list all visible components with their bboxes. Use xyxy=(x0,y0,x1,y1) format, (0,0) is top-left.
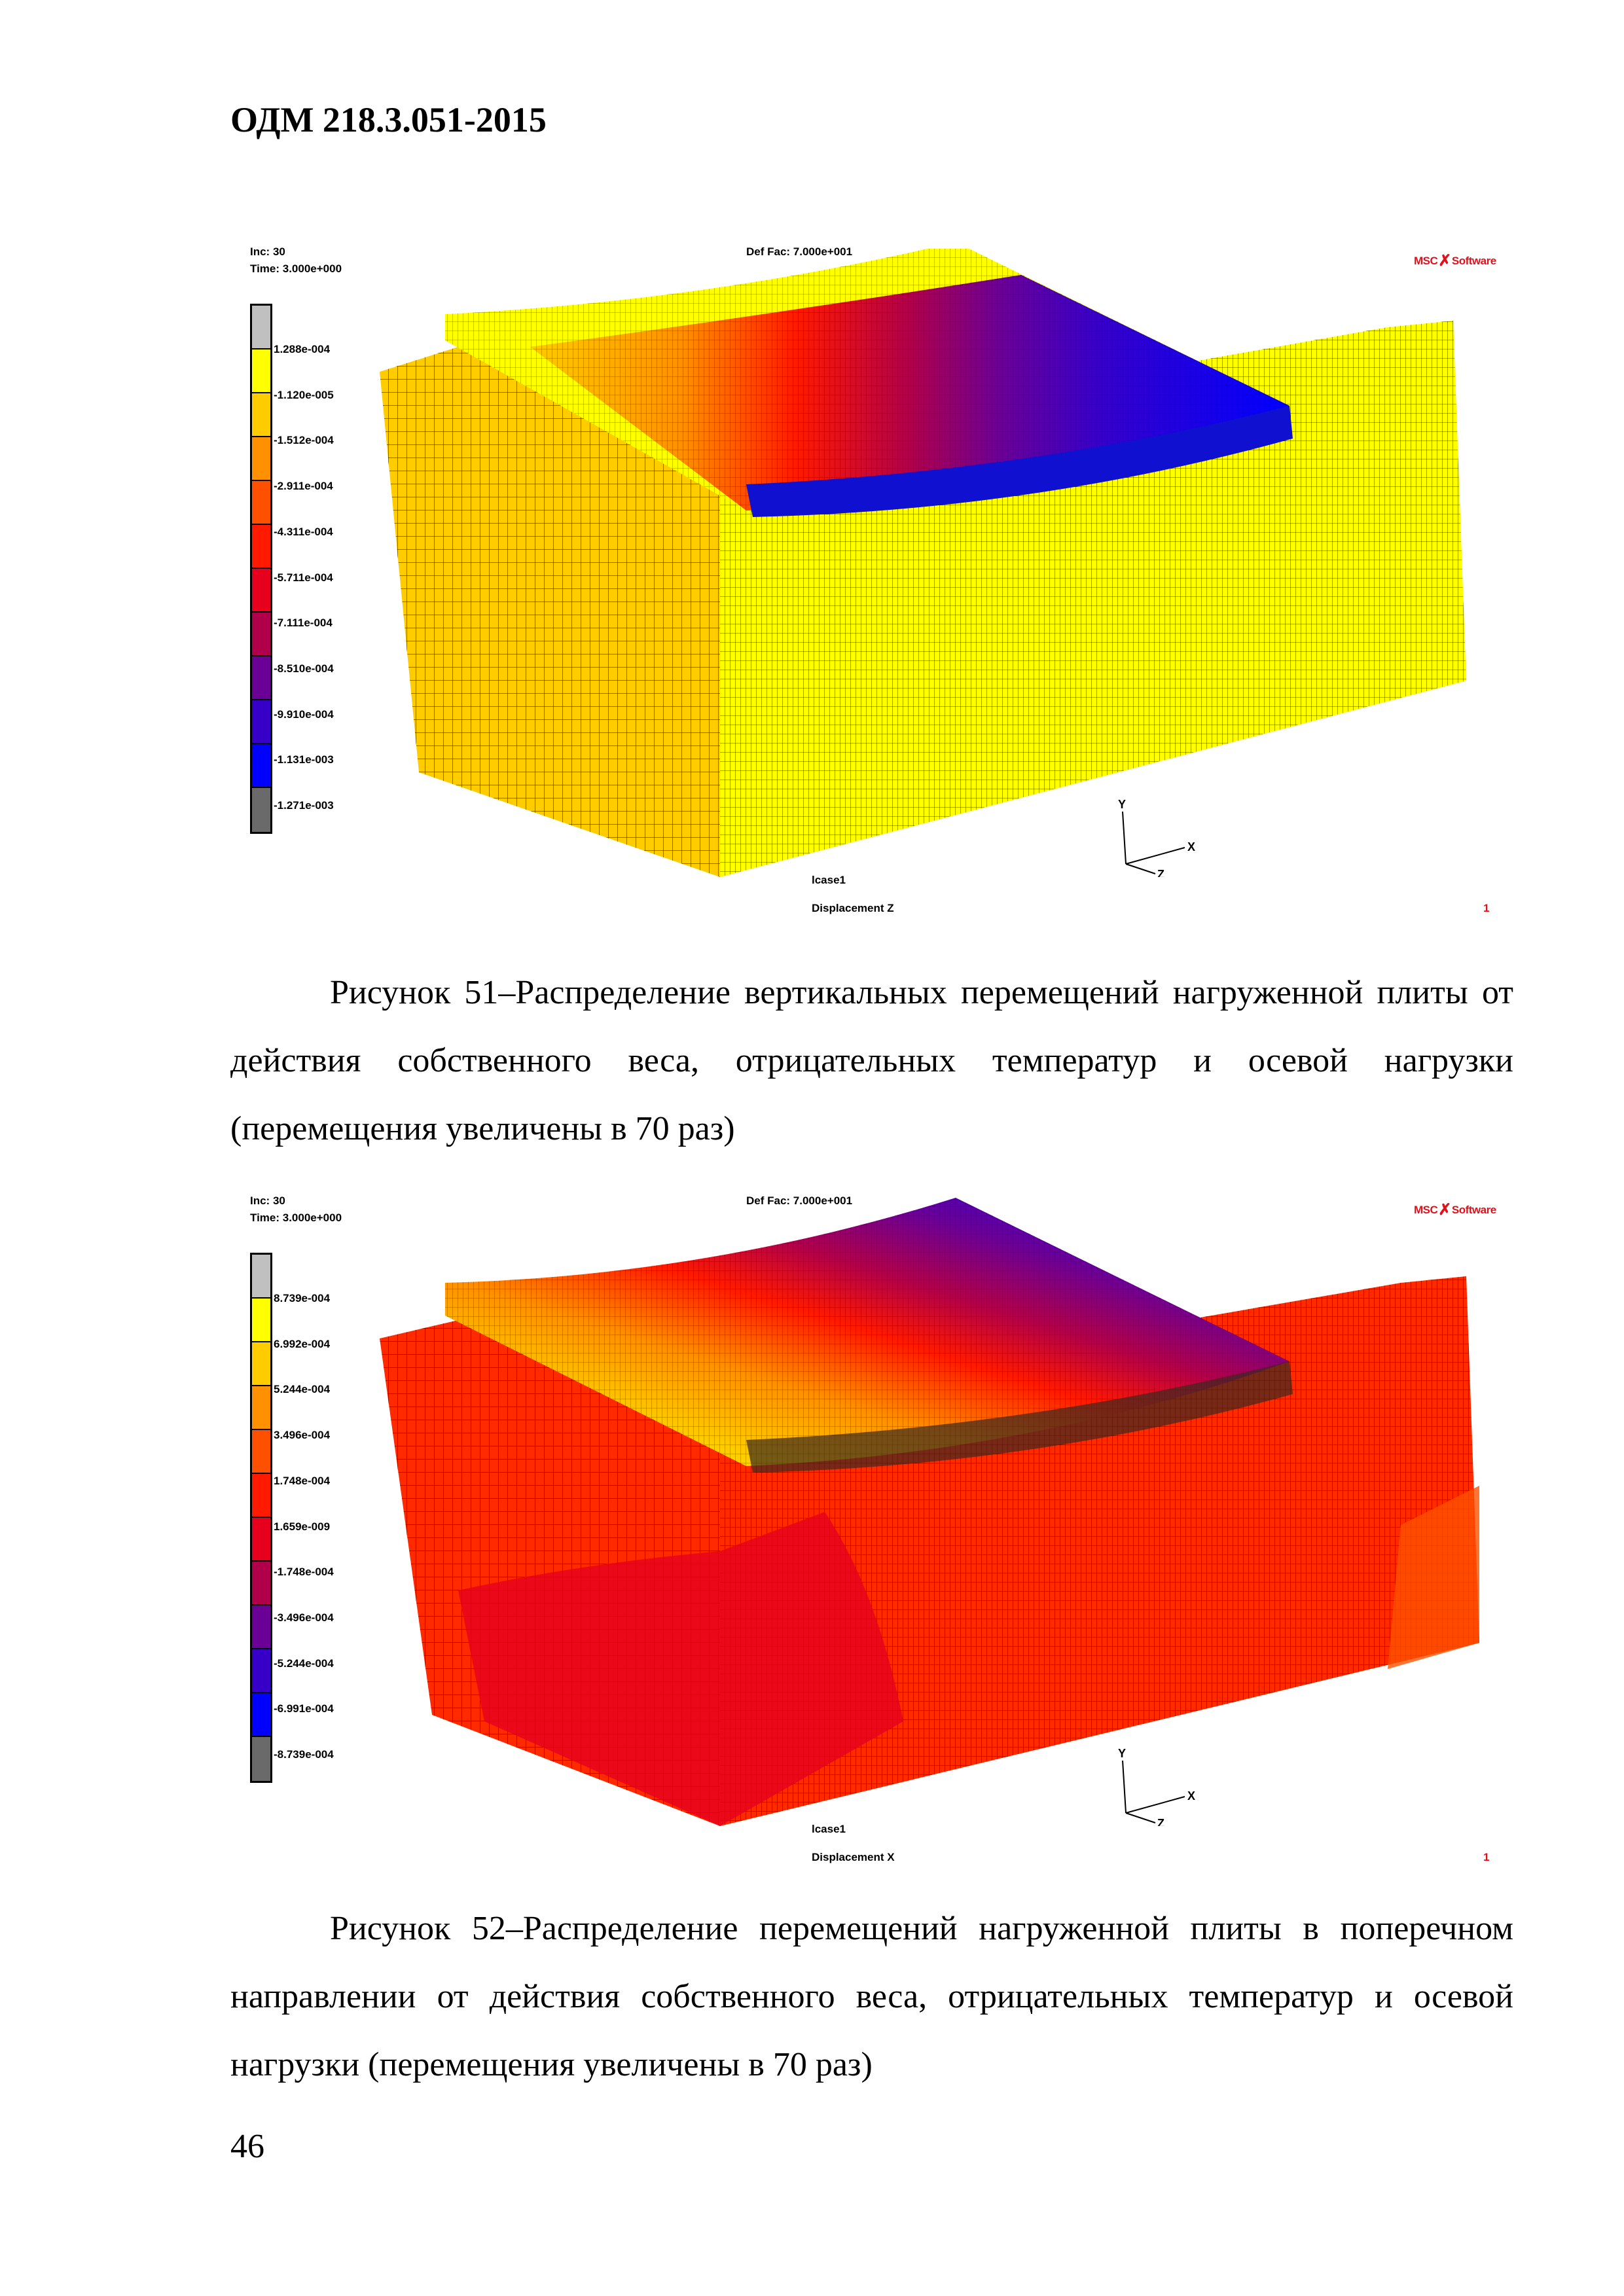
increment-info: Inc: 30 Time: 3.000e+000 xyxy=(250,1193,342,1227)
legend-swatch xyxy=(252,350,270,393)
msc-swoosh-icon: ✗ xyxy=(1438,252,1451,270)
legend-swatch xyxy=(252,525,270,569)
legend-swatch xyxy=(252,437,270,481)
axis-z-label: Z xyxy=(1157,1817,1164,1826)
legend-swatch xyxy=(252,393,270,437)
legend-label: -3.496e-004 xyxy=(274,1611,334,1624)
legend-swatch xyxy=(252,1342,270,1386)
legend-swatch xyxy=(252,1605,270,1649)
legend-swatch xyxy=(252,1299,270,1342)
legend-swatch xyxy=(252,1474,270,1518)
figure-52-caption: Рисунок 52–Распределение перемещений наг… xyxy=(230,1895,1513,2099)
legend-label: -9.910e-004 xyxy=(274,708,334,721)
legend-swatch xyxy=(252,1255,270,1299)
result-type-label: Displacement Z xyxy=(812,902,894,914)
legend-swatch xyxy=(252,481,270,525)
result-type-label: Displacement X xyxy=(812,1851,895,1863)
legend-label: -4.311e-004 xyxy=(274,526,333,538)
legend-label: -1.512e-004 xyxy=(274,434,334,446)
legend-swatch xyxy=(252,1518,270,1562)
inc-label: Inc: 30 xyxy=(250,1194,285,1207)
legend-label: 8.739e-004 xyxy=(274,1292,331,1304)
logo-right-text: Software xyxy=(1451,255,1496,267)
load-case-label: lcase1 xyxy=(812,1823,846,1835)
caption-text: Рисунок 51–Распределение вертикальных пе… xyxy=(230,974,1513,1147)
legend-swatch xyxy=(252,1386,270,1430)
frame-number: 1 xyxy=(1483,1851,1490,1863)
axis-x-label: X xyxy=(1187,1789,1195,1803)
legend-label: -1.271e-003 xyxy=(274,799,334,812)
figure-52: Inc: 30 Time: 3.000e+000 Def Fac: 7.000e… xyxy=(223,1185,1532,1898)
legend-label: -8.739e-004 xyxy=(274,1748,334,1761)
figure-51: Inc: 30 Time: 3.000e+000 Def Fac: 7.000e… xyxy=(223,236,1532,949)
legend-label: -5.711e-004 xyxy=(274,571,333,584)
fem-model-view: Y X Z xyxy=(380,1198,1479,1826)
logo-left-text: MSC xyxy=(1414,255,1438,267)
load-case-label: lcase1 xyxy=(812,874,846,886)
legend-swatch xyxy=(252,1693,270,1737)
axis-z-label: Z xyxy=(1157,868,1164,877)
time-label: Time: 3.000e+000 xyxy=(250,262,342,275)
axis-x-label: X xyxy=(1187,840,1195,853)
legend-swatch xyxy=(252,1562,270,1605)
document-header: ОДМ 218.3.051-2015 xyxy=(230,100,547,139)
axis-y-label: Y xyxy=(1118,798,1126,811)
caption-text: Рисунок 52–Распределение перемещений наг… xyxy=(230,1910,1513,2083)
frame-number: 1 xyxy=(1483,902,1490,914)
legend-swatch xyxy=(252,1430,270,1474)
fem-model-view: Y X Z xyxy=(380,249,1466,877)
increment-info: Inc: 30 Time: 3.000e+000 xyxy=(250,243,342,278)
legend-swatch xyxy=(252,613,270,656)
legend-swatch xyxy=(252,788,270,832)
legend-swatch xyxy=(252,569,270,613)
legend-label: -8.510e-004 xyxy=(274,662,334,675)
deformation-factor: Def Fac: 7.000e+001 xyxy=(746,245,853,258)
deformation-factor: Def Fac: 7.000e+001 xyxy=(746,1194,853,1207)
color-legend xyxy=(250,304,272,834)
time-label: Time: 3.000e+000 xyxy=(250,1211,342,1224)
legend-label: 5.244e-004 xyxy=(274,1383,331,1395)
figure-51-caption: Рисунок 51–Распределение вертикальных пе… xyxy=(230,959,1513,1163)
legend-swatch xyxy=(252,1649,270,1693)
legend-label: 1.659e-009 xyxy=(274,1520,331,1533)
inc-label: Inc: 30 xyxy=(250,245,285,258)
legend-label: -5.244e-004 xyxy=(274,1657,334,1670)
legend-label: -7.111e-004 xyxy=(274,617,333,629)
legend-label: 1.748e-004 xyxy=(274,1475,331,1487)
legend-swatch xyxy=(252,306,270,350)
legend-label: 6.992e-004 xyxy=(274,1338,331,1350)
loaded-slab xyxy=(445,1198,1293,1473)
legend-label: 1.288e-004 xyxy=(274,343,331,355)
legend-label: -2.911e-004 xyxy=(274,480,333,492)
logo-right-text: Software xyxy=(1451,1204,1496,1216)
legend-swatch xyxy=(252,744,270,788)
axis-triad: Y X Z xyxy=(1118,1747,1195,1826)
msc-swoosh-icon: ✗ xyxy=(1438,1201,1451,1219)
legend-swatch xyxy=(252,656,270,700)
legend-label: -1.131e-003 xyxy=(274,753,334,766)
legend-label: 3.496e-004 xyxy=(274,1429,331,1441)
legend-swatch xyxy=(252,700,270,744)
logo-left-text: MSC xyxy=(1414,1204,1438,1216)
msc-software-logo: MSC✗Software xyxy=(1414,250,1496,270)
legend-label: -6.991e-004 xyxy=(274,1702,334,1715)
axis-triad: Y X Z xyxy=(1118,798,1195,877)
msc-software-logo: MSC✗Software xyxy=(1414,1199,1496,1219)
color-legend xyxy=(250,1253,272,1783)
page-number: 46 xyxy=(230,2128,264,2165)
axis-y-label: Y xyxy=(1118,1747,1126,1760)
legend-label: -1.120e-005 xyxy=(274,389,334,401)
legend-label: -1.748e-004 xyxy=(274,1566,334,1578)
legend-swatch xyxy=(252,1737,270,1781)
loaded-slab xyxy=(445,249,1293,517)
